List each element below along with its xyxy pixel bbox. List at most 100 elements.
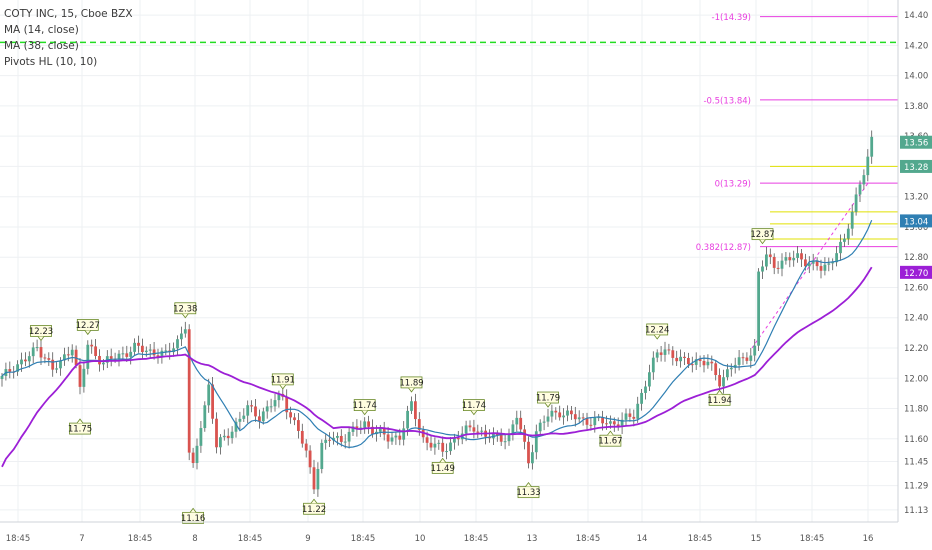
price-tag <box>900 135 932 149</box>
pivot-pointer <box>525 481 532 487</box>
candle-up <box>402 428 406 440</box>
candle-up <box>609 421 612 424</box>
candle-up <box>117 353 121 360</box>
candle-up <box>102 362 105 365</box>
candle-up <box>663 349 667 355</box>
candle-down <box>156 355 160 357</box>
candle-down <box>589 424 593 426</box>
pivot-low-label: 11.22 <box>302 505 326 515</box>
candle-up <box>792 257 796 261</box>
candle-down <box>43 357 47 359</box>
pivot-pointer <box>361 410 369 416</box>
candle-down <box>772 256 776 268</box>
candle-up <box>347 431 351 442</box>
price-tick-label: 13.20 <box>904 193 928 203</box>
price-tick-label: 12.80 <box>904 253 928 263</box>
candle-up <box>343 441 347 443</box>
candle-down <box>495 433 499 436</box>
candle-down <box>308 450 312 468</box>
time-tick-label: 18:45 <box>800 534 825 544</box>
ma14-line <box>1 219 873 449</box>
candle-down <box>523 429 526 442</box>
candle-up <box>722 377 725 387</box>
chart-grid <box>0 0 898 522</box>
candle-up <box>726 369 729 378</box>
candle-down <box>414 401 417 420</box>
candle-down <box>776 267 780 269</box>
candle-up <box>261 411 265 422</box>
price-tick-label: 11.80 <box>904 405 928 415</box>
candle-down <box>667 349 671 351</box>
candle-up <box>534 431 538 453</box>
candle-up <box>648 372 651 387</box>
candle-up <box>222 435 226 438</box>
candle-down <box>804 259 807 267</box>
price-tag <box>900 159 932 173</box>
candle-down <box>519 417 523 430</box>
candle-down <box>675 357 679 362</box>
candle-up <box>839 241 842 254</box>
candle-up <box>811 260 815 264</box>
price-tick-label: 12.20 <box>904 344 928 354</box>
moving-averages <box>1 219 873 468</box>
candle-up <box>515 417 519 425</box>
candle-down <box>585 418 589 425</box>
candle-up <box>566 410 569 416</box>
candle-down <box>312 467 316 490</box>
candle-down <box>141 345 144 353</box>
candle-up <box>511 424 515 435</box>
candle-down <box>78 365 82 387</box>
candle-down <box>441 442 445 452</box>
candle-up <box>538 422 542 432</box>
price-tick-label: 13.80 <box>904 102 928 112</box>
candle-down <box>304 443 308 451</box>
candle-up <box>640 392 643 404</box>
candle-up <box>737 357 741 365</box>
price-tag-label: 12.70 <box>904 269 928 279</box>
pivot-high-label: 11.89 <box>399 378 423 388</box>
candle-down <box>258 416 261 422</box>
legend-title[interactable]: COTY INC, 15, Cboe BZX <box>4 8 133 20</box>
legend-ma38[interactable]: MA (38, close) <box>4 40 79 52</box>
pivot-high-label: 12.24 <box>645 325 669 335</box>
candle-up <box>246 405 250 416</box>
time-tick-label: 8 <box>192 534 197 544</box>
price-tick-label: 14.40 <box>904 11 928 21</box>
candle-up <box>320 442 324 469</box>
pivot-pointer <box>181 313 189 319</box>
candle-up <box>234 421 238 432</box>
legend-ma14[interactable]: MA (14, close) <box>4 24 79 36</box>
price-tag-label: 13.56 <box>904 139 928 149</box>
candle-up <box>273 400 277 407</box>
candle-up <box>644 386 647 393</box>
candle-down <box>90 344 94 347</box>
price-axis[interactable]: 14.4014.2014.0013.8013.6013.4013.2013.00… <box>897 0 932 550</box>
price-tick-label: 11.29 <box>904 482 928 492</box>
candle-down <box>612 421 616 425</box>
candle-down <box>24 359 27 362</box>
price-tick-label: 12.00 <box>904 374 928 384</box>
candle-down <box>718 375 721 387</box>
candle-down <box>702 360 706 366</box>
time-axis[interactable]: 18:45 7 18:45 8 18:45 9 18:45 10 18:45 13 18:45 14 1… <box>0 521 898 544</box>
candle-up <box>176 339 179 349</box>
candle-down <box>211 384 214 419</box>
pivot-high-label: 11.91 <box>271 375 295 385</box>
fib-levels: -1(14.39) -0.5(13.84) 0(13.29) 0.382(12.87) <box>696 13 898 349</box>
candle-down <box>355 426 359 430</box>
time-tick-label: 9 <box>305 534 310 544</box>
pivot-high-label: 12.87 <box>750 230 774 240</box>
candle-up <box>749 355 753 361</box>
legend-pivots[interactable]: Pivots HL (10, 10) <box>4 56 98 68</box>
candle-up <box>133 342 136 352</box>
candle-down <box>39 347 43 358</box>
candle-up <box>850 211 854 229</box>
candle-up <box>843 238 846 242</box>
candle-up <box>464 425 468 434</box>
candle-up <box>27 356 31 362</box>
candle-down <box>215 418 218 448</box>
time-tick-label: 18:45 <box>351 534 376 544</box>
candle-down <box>800 253 803 260</box>
pivot-high-label: 12.38 <box>173 304 197 314</box>
